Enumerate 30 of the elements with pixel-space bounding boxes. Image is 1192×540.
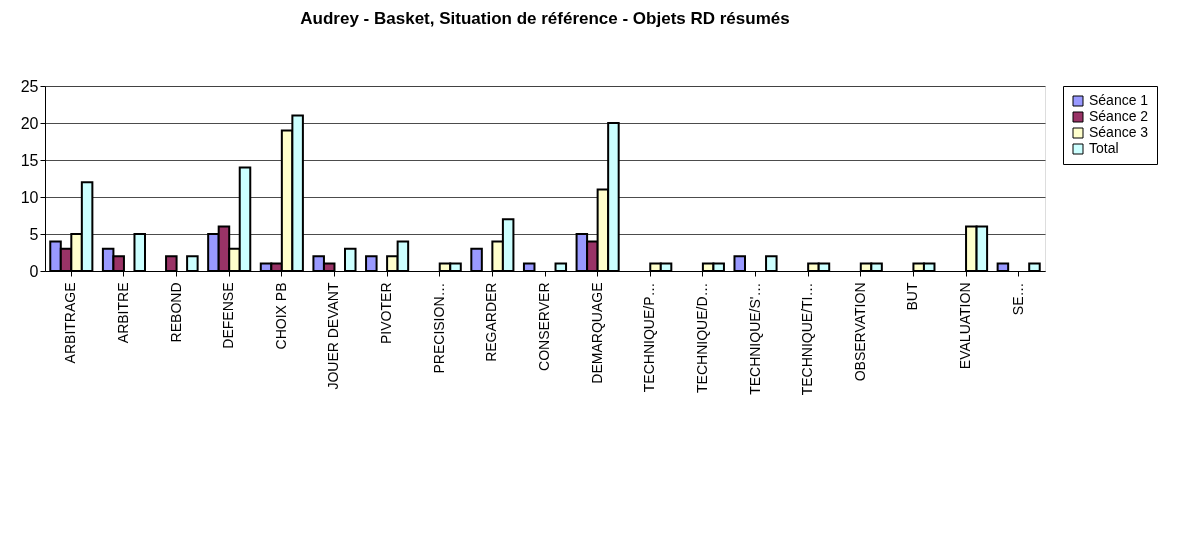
x-tick-label: TECHNIQUE/TI… [799,282,816,396]
x-tick-label: TECHNIQUE/S'… [746,282,763,395]
y-tick-label: 25 [20,77,39,95]
x-tick-label: ARBITRE [114,282,131,344]
legend-label: Total [1089,140,1119,156]
x-tick-label: CHOIX PB [272,282,289,350]
x-tick-label: DEMARQUAGE [588,282,605,384]
x-tick-label: DEFENSE [220,282,237,349]
x-tick-label: REBOND [167,282,184,343]
y-tick-label: 10 [20,188,39,206]
x-tick-label: ARBITRAGE [62,282,79,364]
y-tick-label: 5 [29,225,39,243]
legend-label: Séance 2 [1089,108,1149,124]
x-tick-label: CONSERVER [536,282,552,371]
x-tick-label: PIVOTER [378,282,395,344]
x-tick-label: OBSERVATION [851,282,868,382]
legend-label: Séance 3 [1089,124,1149,140]
x-tick-label: PRECISION… [430,282,447,374]
legend-label: Séance 1 [1089,92,1149,108]
x-tick-label: TECHNIQUE/P… [641,282,658,393]
x-tick-label: TECHNIQUE/D… [693,282,710,393]
x-tick-label: BUT [904,282,921,311]
chart-title: Audrey - Basket, Situation de référence - Objets RD résumés [300,9,790,28]
y-tick-label: 15 [20,151,39,169]
y-tick-label: 20 [20,114,39,132]
x-tick-label: REGARDER [483,282,500,362]
x-tick-label: SE… [1009,282,1026,316]
y-tick-label: 0 [29,262,39,280]
x-tick-label: EVALUATION [957,282,974,370]
x-tick-label: JOUER DEVANT [325,282,342,390]
